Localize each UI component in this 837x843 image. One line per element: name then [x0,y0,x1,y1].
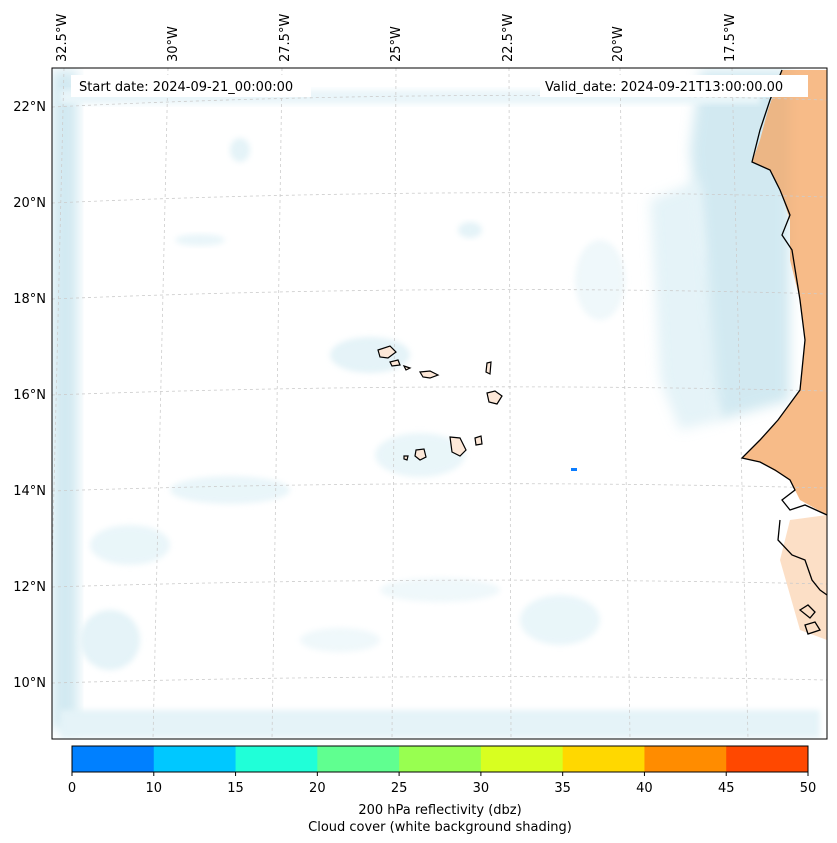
island-maio [474,435,483,446]
colorbar-tick-label: 25 [391,781,408,796]
lon-label: 20°W [611,26,626,62]
colorbar-segment [480,746,564,772]
colorbar-frame [71,745,809,773]
coastal-cloud-fringe [650,180,720,430]
colorbar-tick-label: 40 [636,781,653,796]
cloud-patch [330,337,410,373]
coastline [740,69,827,635]
lat-label: 14°N [13,484,46,499]
lon-label: 17.5°W [723,14,738,62]
island-santo-antao [377,345,397,359]
colorbar-segment [726,746,809,772]
colorbar-tick-label: 50 [800,781,817,796]
graticule [52,68,827,739]
cloud-patch [300,628,380,652]
island-santiago [449,436,467,457]
cape-verde-islands [377,345,503,461]
island-boa-vista [486,390,503,405]
island-santa-luzia [402,364,412,371]
cloud-patch [170,476,290,504]
colorbar-tick-label: 35 [554,781,571,796]
cloud-patch [80,610,140,670]
map-panel: Start date: 2024-09-21_00:00:00 Valid_da… [52,68,827,739]
lon-label: 27.5°W [278,14,293,62]
colorbar-tick-label: 10 [146,781,163,796]
island-sao-nicolau [418,370,440,379]
lat-label: 22°N [13,100,46,115]
colorbar-segment [562,746,645,772]
lat-label: 16°N [13,388,46,403]
map-frame [51,67,828,740]
colorbar-tick-label: 20 [309,781,326,796]
colorbar-tick-label: 45 [718,781,735,796]
coastline-islets [798,604,821,635]
colorbar-segment [644,746,727,772]
start-date-label: Start date: 2024-09-21_00:00:00 [79,80,293,95]
valid-date-label: Valid_date: 2024-09-21T13:00:00.00 [545,80,783,95]
colorbar-segment [399,746,482,772]
island-sao-vicente [389,359,401,367]
colorbar-segments [72,746,809,772]
lat-label: 10°N [13,676,46,691]
cloud-patch [575,240,625,320]
colorbar-segment [72,746,155,772]
coastline-south [777,519,827,596]
reflectivity-echo [571,468,577,471]
valid-date-box [540,75,808,97]
land-reflectivity-shading [742,70,827,640]
lon-label: 25°W [389,26,404,62]
lat-label: 20°N [13,196,46,211]
lon-label: 30°W [166,26,181,62]
colorbar-sublabel: Cloud cover (white background shading) [308,820,572,835]
cloud-patch [458,222,482,238]
cloud-cover-shading [52,70,820,738]
longitude-labels: 32.5°W 30°W 27.5°W 25°W 22.5°W 20°W 17.5… [55,14,738,62]
cloud-patch [230,138,250,162]
south-edge-cloud [60,710,820,738]
colorbar-segment [235,746,318,772]
colorbar-tick-label: 15 [227,781,244,796]
colorbar-segment [317,746,400,772]
colorbar-tick-label: 30 [473,781,490,796]
colorbar: 0 10 15 20 25 30 35 40 45 50 200 hPa reflectivity… [68,745,816,835]
island-brava [403,455,409,461]
cloud-patch [380,578,500,602]
start-date-box [71,75,311,97]
island-sal [485,361,492,375]
cloud-patch [90,525,170,565]
land-reflectivity-area [742,70,827,515]
west-africa-coastline [740,69,827,516]
colorbar-segment [153,746,237,772]
colorbar-ticks: 0 10 15 20 25 30 35 40 45 50 [68,772,816,796]
cloud-patch [520,595,600,645]
colorbar-tick-label: 0 [68,781,76,796]
latitude-labels: 22°N 20°N 18°N 16°N 14°N 12°N 10°N [13,100,46,691]
land-reflectivity-area [780,515,827,640]
lat-label: 12°N [13,580,46,595]
lon-label: 32.5°W [55,14,70,62]
island-fogo [414,448,427,461]
lon-label: 22.5°W [501,14,516,62]
lat-label: 18°N [13,292,46,307]
colorbar-label: 200 hPa reflectivity (dbz) [358,803,521,818]
cloud-patch [175,234,225,246]
